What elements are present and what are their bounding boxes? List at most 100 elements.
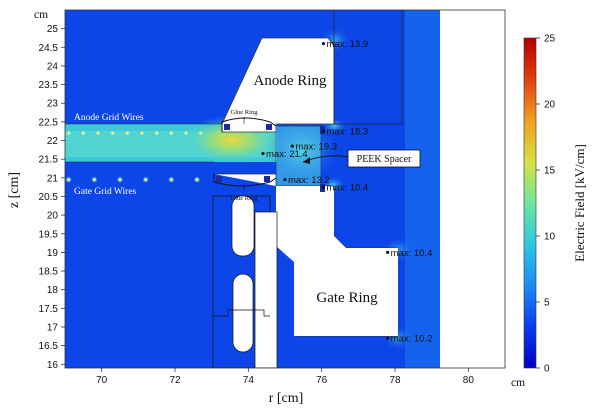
y-axis-label: z [cm]	[7, 172, 22, 208]
max-annotation-label: max: 19.3	[295, 142, 337, 153]
x-axis-label: r [cm]	[269, 391, 304, 406]
field-outer-band	[405, 10, 440, 368]
anode-wire	[182, 129, 190, 137]
y-tick-label: 23.5	[39, 80, 59, 91]
y-tick-label: 16.5	[39, 341, 59, 352]
max-point	[321, 41, 326, 46]
x-tick-label: 74	[243, 375, 255, 386]
anode-wire	[124, 129, 131, 137]
glue-ring-lower	[213, 174, 277, 187]
max-point	[283, 178, 287, 182]
max-point	[290, 144, 294, 148]
support-left-slot	[231, 195, 255, 257]
region-label-anode-wires: Anode Grid Wires	[74, 113, 144, 123]
colorbar-tick-label: 0	[544, 364, 550, 375]
max-annotation-label: max: 10.4	[327, 183, 369, 194]
region-label-glue-ring-lower: Glue Ring	[231, 195, 259, 202]
max-annotation-label: max: 21.4	[266, 149, 308, 160]
y-tick-label: 24	[47, 61, 59, 72]
peek-spacer	[275, 125, 322, 187]
y-tick-label: 25	[47, 24, 59, 35]
y-tick-label: 19.5	[39, 229, 59, 240]
empty-region	[440, 10, 505, 368]
anode-wire	[138, 129, 146, 137]
y-tick-label: 17.5	[39, 304, 59, 315]
electrode-tab-2	[266, 124, 272, 130]
x-axis: 70 72 74 76 78 80	[96, 368, 474, 386]
peek-spacer-box	[347, 149, 421, 168]
anode-wire	[153, 129, 160, 137]
x-tick-label: 70	[96, 375, 108, 386]
x-tick-label: 72	[169, 375, 181, 386]
max-annotation-label: max: 18.3	[327, 127, 369, 138]
y-axis: 16 16.5 17 17.5 18 18.5 19 19.5 20 20.5 21 21.5 22 22…	[39, 24, 65, 371]
anode-ring-outline	[333, 10, 403, 125]
y-tick-label: 24.5	[39, 43, 59, 54]
colorbar-label: Electric Field [kV/cm]	[572, 144, 587, 262]
colorbar-tick-label: 15	[544, 166, 556, 177]
y-axis-unit-corner: cm	[34, 9, 48, 21]
max-point	[386, 250, 390, 254]
y-tick-label: 23	[47, 99, 59, 110]
anode-wire	[65, 129, 72, 137]
colorbar-tick-label: 25	[544, 34, 556, 45]
electrode-tab-3	[216, 176, 222, 182]
x-tick-label: 78	[389, 375, 401, 386]
peek-spacer-arrowhead	[303, 157, 310, 164]
max-annotation-label: max: 10.4	[391, 248, 433, 259]
gate-wire	[65, 176, 72, 183]
y-tick-label: 22	[47, 136, 59, 147]
max-point	[261, 151, 265, 156]
y-tick-label: 22.5	[39, 117, 59, 128]
colorbar-tick-label: 5	[544, 298, 550, 309]
y-tick-label: 20.5	[39, 192, 59, 203]
plot-area: Anode Ring Gate Ring Anode Grid Wires Ga…	[65, 10, 505, 368]
max-point	[321, 185, 326, 189]
anode-wire	[80, 129, 87, 137]
max-point	[321, 129, 326, 133]
y-tick-label: 17	[47, 322, 59, 333]
anode-grid-wires	[65, 129, 204, 137]
region-label-glue-ring-upper: Glue Ring	[231, 109, 259, 116]
support-bracket	[213, 309, 270, 317]
gate-grid-wires	[65, 176, 201, 183]
anode-wire	[109, 129, 116, 137]
y-tick-label: 18.5	[39, 267, 59, 278]
y-tick-label: 19	[47, 248, 59, 259]
glue-ring-upper	[221, 117, 277, 132]
gate-body	[214, 186, 398, 336]
electrode-tab-1	[224, 124, 230, 130]
support-right-slot	[254, 211, 278, 368]
gate-wire	[91, 176, 98, 183]
max-annotation-label: max: 13.2	[288, 175, 330, 186]
anode-wire	[197, 129, 204, 137]
y-tick-label: 21.5	[39, 155, 59, 166]
anode-wire	[168, 129, 175, 137]
x-tick-label: 76	[316, 375, 328, 386]
electrode-tab-4	[264, 176, 270, 182]
colorbar	[523, 37, 537, 369]
y-tick-label: 20	[47, 211, 59, 222]
y-tick-label: 18	[47, 285, 59, 296]
max-annotation-label: max: 13.9	[327, 39, 369, 50]
region-label-gate-wires: Gate Grid Wires	[74, 187, 137, 197]
gate-wire	[142, 176, 149, 183]
colorbar-tick-label: 20	[544, 100, 556, 111]
gate-wire	[168, 176, 175, 183]
x-tick-label: 80	[463, 375, 475, 386]
y-tick-label: 16	[47, 360, 59, 371]
y-tick-label: 21	[47, 173, 59, 184]
max-annotation-label: max: 10.2	[391, 334, 433, 345]
gate-wire	[193, 176, 201, 183]
max-point	[386, 336, 390, 340]
plot-frame	[64, 9, 506, 369]
support-oval	[232, 273, 254, 353]
x-axis-unit-corner: cm	[511, 377, 525, 389]
gate-wire	[116, 176, 124, 183]
colorbar-ticks: 0 5 10 15 20 25	[536, 34, 556, 375]
region-label-peek-spacer: PEEK Spacer	[357, 154, 412, 165]
anode-wire	[94, 129, 102, 137]
region-label-anode-ring: Anode Ring	[254, 73, 327, 89]
